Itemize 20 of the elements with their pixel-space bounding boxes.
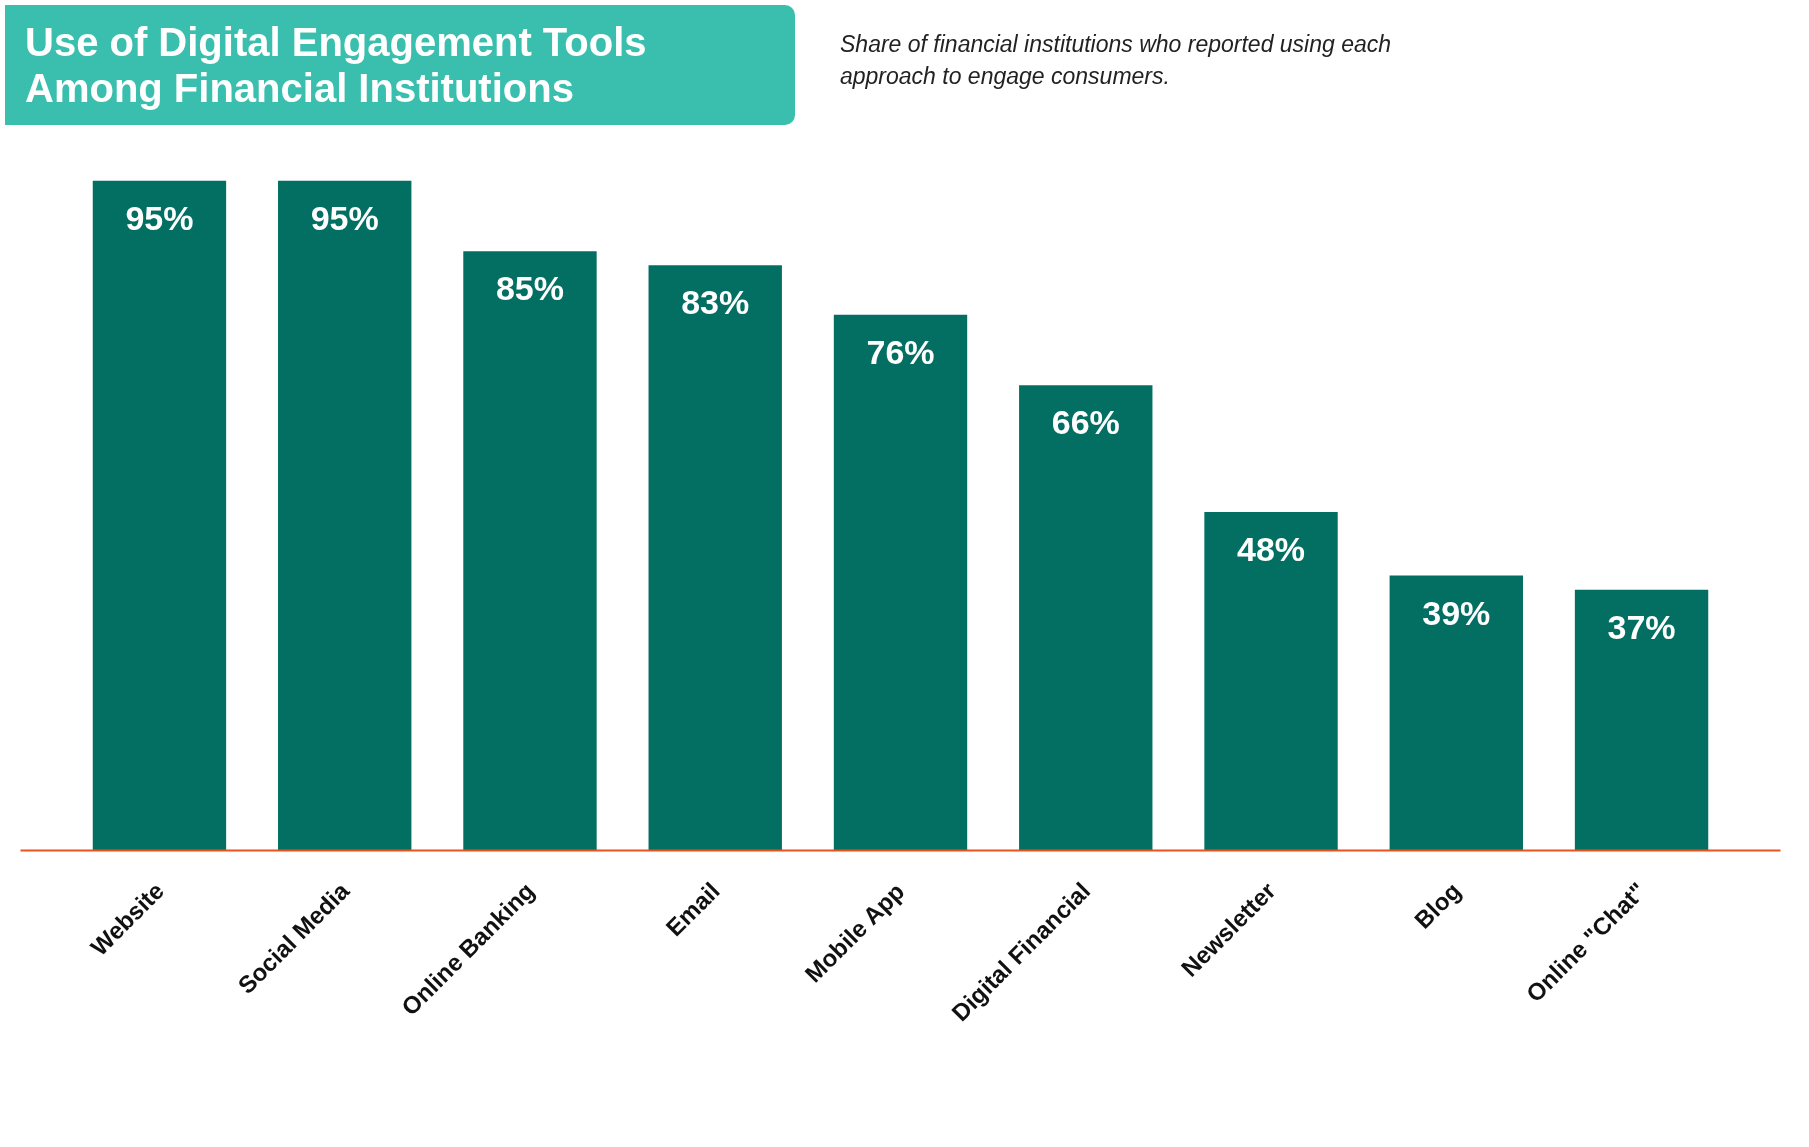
chart-subtitle: Share of financial institutions who reported using each approach to engage consumers. [840, 30, 1393, 92]
bar [648, 265, 782, 851]
bar [92, 180, 227, 851]
bar [1204, 512, 1338, 851]
chart-title: Use of Digital Engagement Tools Among Financial Institutions [25, 19, 648, 111]
data-label: 83% [681, 283, 750, 322]
bar [833, 314, 968, 851]
data-label: 48% [1237, 530, 1306, 569]
data-label: 85% [495, 269, 565, 308]
data-label: 66% [1051, 403, 1120, 442]
data-label: 76% [866, 332, 935, 371]
bar [1389, 575, 1523, 851]
bar [278, 180, 412, 851]
bar [463, 251, 597, 851]
bar [1019, 385, 1153, 851]
data-label: 37% [1607, 607, 1676, 646]
data-label: 95% [310, 198, 379, 237]
data-label: 39% [1422, 593, 1491, 632]
data-label: 95% [125, 198, 194, 237]
bar [1574, 589, 1709, 851]
